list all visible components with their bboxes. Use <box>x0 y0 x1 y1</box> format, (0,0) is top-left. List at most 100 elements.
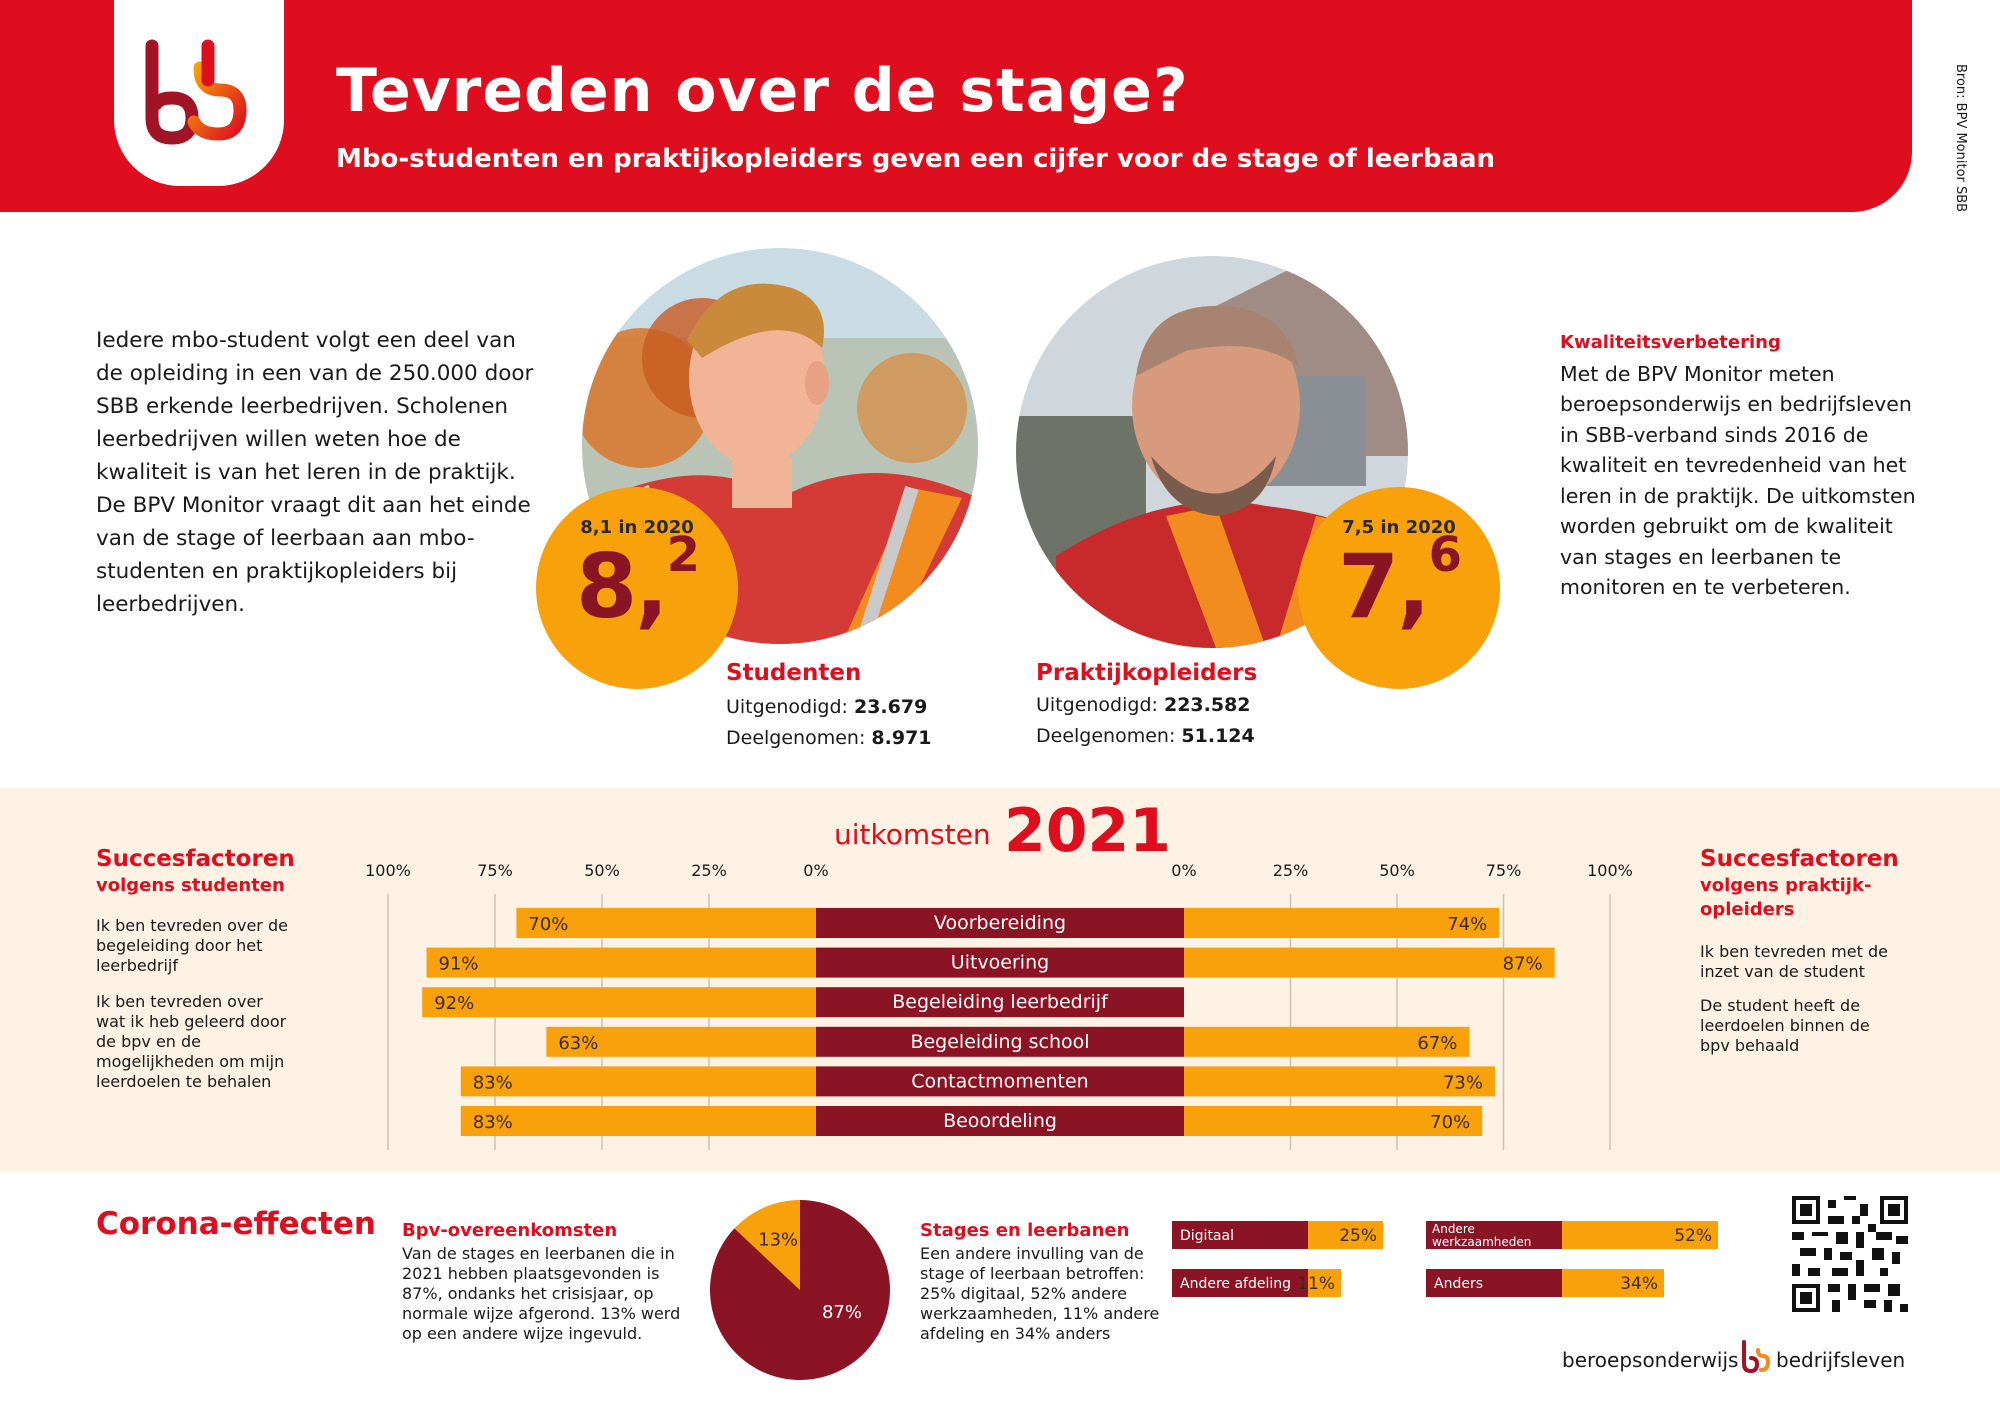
student-participated-value: 8.971 <box>871 727 932 749</box>
sbb-logo-icon <box>145 39 247 145</box>
pie-slice <box>710 1200 890 1380</box>
trainer-score-decimal: 6 <box>1428 527 1462 583</box>
tick-label-right: 25% <box>1273 861 1309 880</box>
trainer-bar <box>1184 1106 1483 1136</box>
trainer-bar-label: 70% <box>1430 1112 1470 1133</box>
trainer-score-badge: 7,5 in 2020 7,6 <box>1298 487 1500 689</box>
student-bar <box>546 1026 816 1057</box>
student-invited: Uitgenodigd: 23.679 <box>726 696 927 718</box>
category-label: Begeleiding leerbedrijf <box>892 991 1109 1013</box>
trainer-bar-label: 74% <box>1447 914 1487 935</box>
student-score-badge: 8,1 in 2020 8,2 <box>536 487 738 689</box>
pie-value-label: 87% <box>822 1302 862 1323</box>
category-band <box>816 1066 1184 1097</box>
tick-label-left: 25% <box>691 861 727 880</box>
category-label: Uitvoering <box>951 952 1049 974</box>
category-label: Voorbereiding <box>934 912 1066 934</box>
trainer-bar <box>1184 1066 1495 1097</box>
category-band <box>816 947 1184 978</box>
trainer-score-main: 7, <box>1337 535 1431 638</box>
tick-label-right: 75% <box>1486 861 1522 880</box>
bpv-title: Bpv-overeenkomsten <box>402 1220 618 1241</box>
header-banner: Tevreden over de stage? Mbo-studenten en… <box>0 0 1912 212</box>
student-bar-label: 70% <box>528 914 568 935</box>
left-success-item-1: Ik ben tevreden over de begeleiding door… <box>96 916 288 975</box>
footer-right-word: bedrijfsleven <box>1776 1348 1906 1372</box>
student-score: 8,2 <box>536 527 738 638</box>
trainer-bar-label: 73% <box>1443 1072 1483 1093</box>
trainer-title: Praktijkopleiders <box>1036 660 1258 686</box>
trainer-score-previous: 7,5 in 2020 <box>1342 517 1456 538</box>
category-band <box>816 1026 1184 1057</box>
trainer-bar <box>1184 947 1555 978</box>
student-invited-label: Uitgenodigd: <box>726 696 848 718</box>
tick-label-left: 100% <box>365 861 411 880</box>
sbb-small-logo-icon <box>1742 1340 1770 1374</box>
trainer-score: 7,6 <box>1298 527 1500 638</box>
results-year: 2021 <box>1004 796 1171 866</box>
source-note: Bron: BPV Monitor SBB <box>1953 64 1968 213</box>
student-bar-label: 92% <box>434 993 474 1014</box>
right-success-subtitle: volgens praktijk-opleiders <box>1700 875 1872 920</box>
stages-text: Een andere invulling van de stage of lee… <box>920 1244 1160 1343</box>
tick-label-left: 75% <box>477 861 513 880</box>
trainer-participated: Deelgenomen: 51.124 <box>1036 725 1255 747</box>
student-bar <box>516 908 816 938</box>
tick-label-right: 100% <box>1587 861 1633 880</box>
category-band <box>816 1106 1184 1136</box>
tick-label-left: 50% <box>584 861 620 880</box>
quality-title: Kwaliteitsverbetering <box>1560 332 1781 353</box>
pie-slice <box>734 1200 800 1290</box>
bpv-pie-chart: 13% 87% <box>710 1200 890 1380</box>
trainer-bar <box>1184 908 1500 938</box>
pie-value-label: 13% <box>758 1230 798 1251</box>
trainer-bar-label: 87% <box>1503 954 1543 975</box>
left-success-title: Succesfactoren <box>96 846 295 872</box>
quality-text: Met de BPV Monitor meten beroepsonderwij… <box>1560 361 1916 600</box>
stages-title: Stages en leerbanen <box>920 1220 1130 1241</box>
student-score-previous: 8,1 in 2020 <box>580 517 694 538</box>
student-bar-label: 83% <box>473 1112 513 1133</box>
quality-block: Kwaliteitsverbetering Met de BPV Monitor… <box>1560 328 1920 603</box>
trainer-participated-value: 51.124 <box>1181 725 1255 747</box>
bpv-text: Van de stages en leerbanen die in 2021 h… <box>402 1244 681 1343</box>
trainer-invited-value: 223.582 <box>1163 694 1251 716</box>
student-participated: Deelgenomen: 8.971 <box>726 727 932 749</box>
left-success-item-2: Ik ben tevreden over wat ik heb geleerd … <box>96 992 287 1091</box>
student-bar-label: 63% <box>558 1033 598 1054</box>
category-label: Contactmomenten <box>911 1070 1088 1092</box>
student-score-decimal: 2 <box>666 527 700 583</box>
student-bar-label: 83% <box>473 1072 513 1093</box>
tick-label-left: 0% <box>803 861 828 880</box>
corona-title: Corona-effecten <box>96 1206 376 1242</box>
student-bar <box>460 1066 816 1097</box>
logo-tab <box>114 0 284 186</box>
category-band <box>816 908 1184 938</box>
tick-label-right: 0% <box>1171 861 1196 880</box>
category-label: Beoordeling <box>943 1110 1057 1132</box>
student-bar <box>426 947 816 978</box>
student-participated-label: Deelgenomen: <box>726 727 866 749</box>
trainer-participated-label: Deelgenomen: <box>1036 725 1176 747</box>
left-success-subtitle: volgens studenten <box>96 875 285 896</box>
trainer-bar-label: 67% <box>1417 1033 1457 1054</box>
page-title: Tevreden over de stage? <box>336 56 1189 126</box>
student-title: Studenten <box>726 660 862 686</box>
right-success-item-1: Ik ben tevreden met de inzet van de stud… <box>1700 942 1888 981</box>
category-band <box>816 987 1184 1018</box>
qr-code-icon[interactable] <box>1792 1196 1908 1312</box>
trainer-bar <box>1184 1026 1470 1057</box>
trainer-invited-label: Uitgenodigd: <box>1036 694 1158 716</box>
right-success-item-2: De student heeft de leerdoelen binnen de… <box>1700 996 1870 1055</box>
intro-text: Iedere mbo-student volgt een deel van de… <box>96 328 534 617</box>
student-bar <box>422 987 816 1018</box>
student-bar <box>460 1106 816 1136</box>
results-label: uitkomsten <box>834 818 991 851</box>
tick-label-right: 50% <box>1379 861 1415 880</box>
footer-left-word: beroepsonderwijs <box>1562 1348 1739 1372</box>
page-subtitle: Mbo-studenten en praktijkopleiders geven… <box>336 144 1496 174</box>
trainer-invited: Uitgenodigd: 223.582 <box>1036 694 1251 716</box>
student-bar-label: 91% <box>439 954 479 975</box>
student-score-main: 8, <box>575 535 669 638</box>
